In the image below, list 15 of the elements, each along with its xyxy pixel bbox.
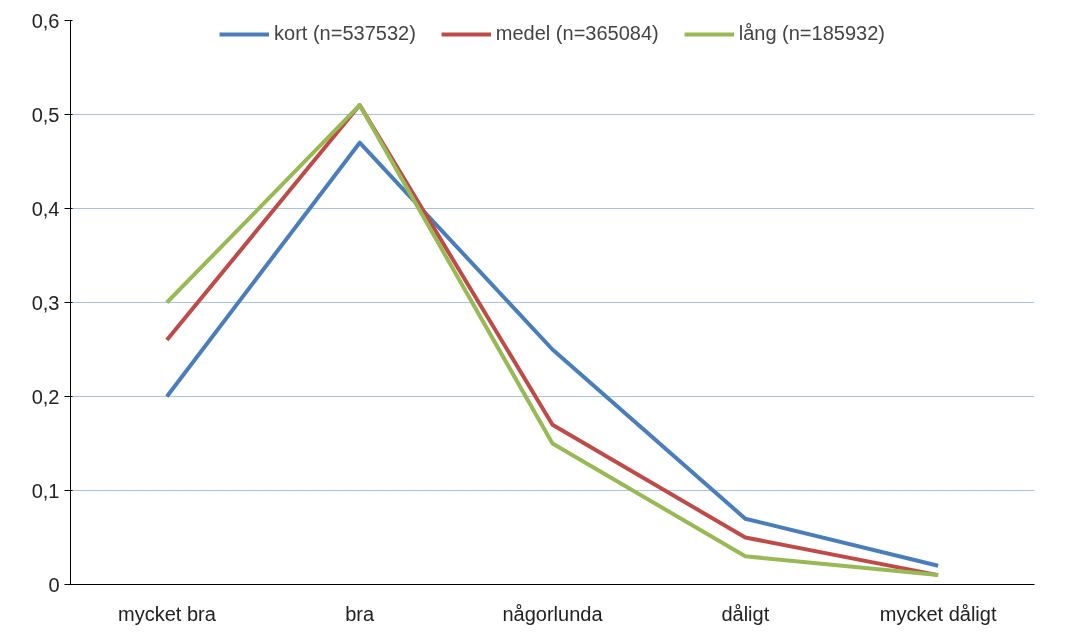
y-tick-label: 0 [48, 573, 60, 596]
y-tick-label: 0,6 [31, 9, 60, 32]
x-tick-label: bra [345, 602, 376, 625]
legend-label: kort (n=537532) [274, 22, 416, 45]
y-tick-label: 0,1 [31, 479, 60, 502]
x-tick-label: någorlunda [502, 602, 604, 625]
y-tick-label: 0,3 [31, 291, 60, 314]
x-tick-label: mycket bra [118, 602, 217, 625]
legend-label: lång (n=185932) [738, 22, 885, 45]
y-tick-label: 0,5 [31, 103, 60, 126]
x-tick-label: dåligt [721, 602, 770, 625]
legend-label: medel (n=365084) [495, 22, 659, 45]
x-tick-label: mycket dåligt [879, 602, 997, 625]
y-tick-label: 0,4 [31, 197, 60, 220]
y-tick-label: 0,2 [31, 385, 60, 408]
